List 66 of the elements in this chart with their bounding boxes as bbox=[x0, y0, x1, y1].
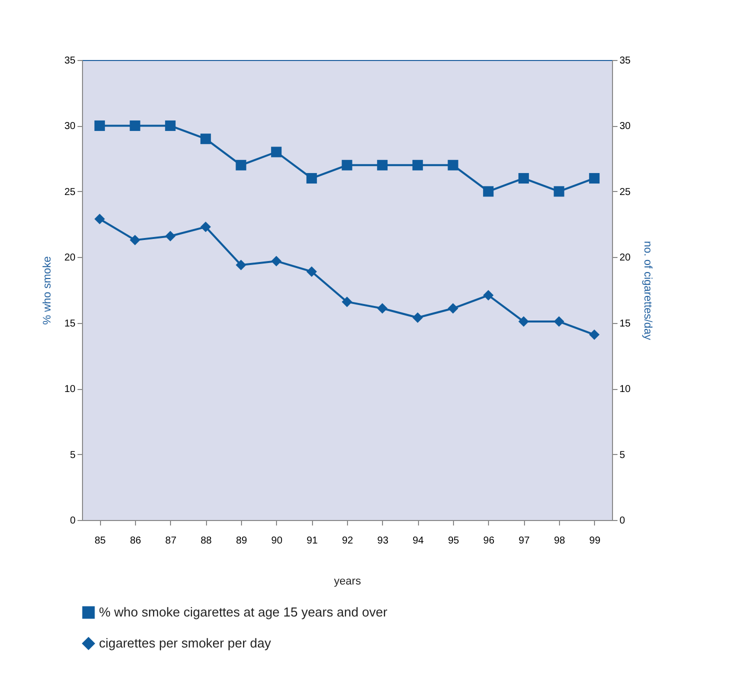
legend-label: cigarettes per smoker per day bbox=[99, 636, 272, 650]
point bbox=[130, 120, 140, 131]
y-tick-label: 5 bbox=[70, 450, 76, 461]
x-tick-label: 99 bbox=[589, 536, 601, 546]
x-tick-label: 98 bbox=[554, 536, 566, 546]
x-tick-label: 97 bbox=[518, 536, 530, 546]
x-tick-label: 87 bbox=[165, 536, 177, 546]
point bbox=[448, 303, 458, 314]
point bbox=[165, 230, 176, 242]
point bbox=[518, 316, 529, 327]
point bbox=[200, 222, 211, 232]
y-tick-label: 15 bbox=[64, 318, 76, 330]
y-tick-label: 30 bbox=[64, 121, 76, 132]
point bbox=[589, 173, 600, 184]
x-tick-label: 96 bbox=[483, 536, 495, 546]
point bbox=[94, 120, 105, 131]
y2-tick-label: 25 bbox=[620, 186, 632, 198]
x-tick-label: 92 bbox=[342, 536, 354, 546]
x-tick-label: 86 bbox=[130, 536, 142, 546]
point bbox=[483, 290, 494, 300]
point bbox=[271, 256, 282, 266]
y2-tick-label: 15 bbox=[620, 318, 632, 330]
x-tick-label: 93 bbox=[377, 536, 389, 546]
point bbox=[554, 186, 564, 197]
point bbox=[554, 316, 564, 327]
y2-tick-label: 5 bbox=[620, 450, 626, 461]
point bbox=[589, 329, 600, 340]
point bbox=[94, 214, 105, 224]
point bbox=[483, 186, 494, 197]
y2-tick-label: 0 bbox=[620, 516, 626, 526]
y-axis-title: % who smoke bbox=[41, 256, 54, 325]
point bbox=[236, 260, 246, 270]
y-tick-label: 0 bbox=[70, 516, 76, 526]
point bbox=[130, 234, 140, 246]
point bbox=[271, 146, 282, 158]
x-tick-label: 95 bbox=[448, 536, 460, 546]
y-tick-label: 20 bbox=[64, 252, 76, 264]
y2-axis-title: no. of cigarettes/day bbox=[642, 240, 654, 341]
point bbox=[306, 266, 317, 277]
point bbox=[306, 173, 317, 184]
point bbox=[377, 303, 388, 314]
y-tick-label: 25 bbox=[64, 186, 76, 198]
x-tick-label: 90 bbox=[271, 536, 283, 546]
point bbox=[200, 134, 211, 144]
legend-label: % who smoke cigarettes at age 15 years and over bbox=[99, 604, 388, 620]
point bbox=[412, 312, 423, 323]
point bbox=[518, 173, 529, 184]
x-tick-label: 91 bbox=[306, 536, 318, 546]
point bbox=[236, 160, 246, 170]
point bbox=[448, 160, 458, 170]
x-tick-label: 88 bbox=[200, 536, 212, 546]
y-tick-label: 10 bbox=[64, 384, 76, 396]
y2-tick-label: 20 bbox=[620, 252, 632, 264]
x-axis-title: years bbox=[334, 576, 362, 588]
point bbox=[342, 296, 352, 308]
point bbox=[342, 160, 352, 170]
x-tick-label: 94 bbox=[412, 536, 424, 546]
x-tick-label: 85 bbox=[94, 536, 106, 546]
point bbox=[165, 120, 176, 131]
x-tick-label: 89 bbox=[236, 536, 248, 546]
y2-tick-label: 35 bbox=[620, 56, 632, 66]
y2-tick-label: 30 bbox=[620, 121, 632, 132]
y2-tick-label: 10 bbox=[620, 384, 632, 396]
y-tick-label: 35 bbox=[64, 56, 76, 66]
point bbox=[412, 160, 423, 170]
point bbox=[377, 160, 388, 170]
